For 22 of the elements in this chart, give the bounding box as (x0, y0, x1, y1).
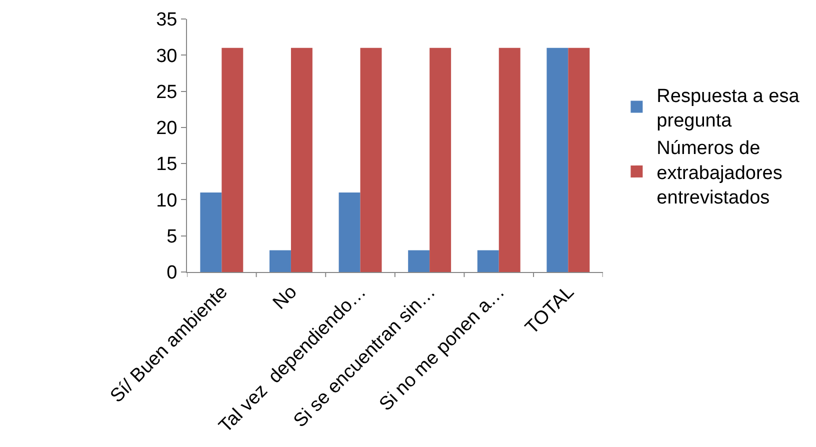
bar (200, 192, 222, 272)
bar (546, 48, 568, 272)
bar (498, 48, 520, 272)
legend-label: Respuesta a esa pregunta (656, 86, 800, 132)
bar (430, 48, 452, 272)
legend-label: Números de extrabajadores entrevistados (656, 138, 782, 209)
bar (338, 192, 360, 272)
y-tick-label: 0 (166, 262, 178, 284)
y-tick-label: 30 (156, 46, 178, 67)
y-tick-label: 15 (156, 154, 178, 176)
bar (290, 48, 312, 272)
bar (568, 48, 590, 272)
y-tick-label: 25 (156, 82, 178, 103)
y-tick-label: 35 (156, 10, 178, 31)
y-tick-label: 5 (166, 226, 178, 248)
bar (408, 250, 430, 272)
bar (269, 250, 291, 272)
bar (477, 250, 499, 272)
bar (222, 48, 244, 272)
y-tick-label: 10 (156, 190, 178, 212)
y-tick-label: 20 (156, 118, 178, 140)
bar (360, 48, 382, 272)
